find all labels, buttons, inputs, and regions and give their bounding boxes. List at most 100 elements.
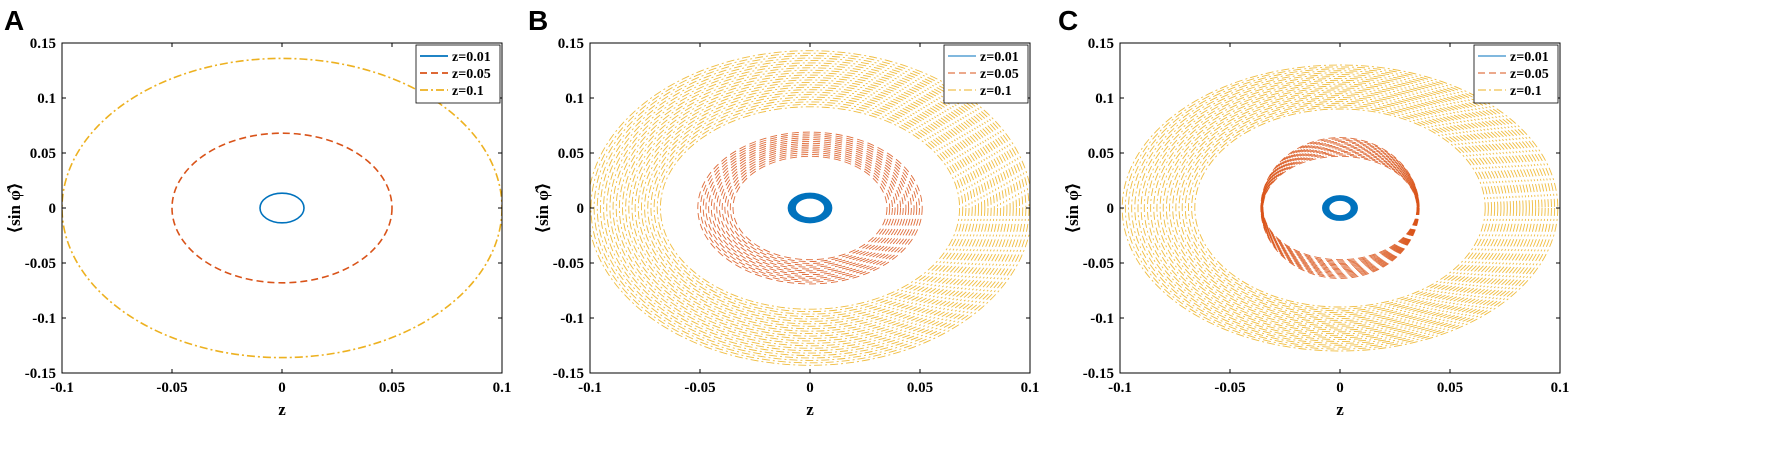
panel-letter: C	[1058, 5, 1078, 36]
y-tick-label: -0.15	[1083, 366, 1114, 382]
panel-a: A-0.1 -0.05 0 0.05 0.10.150.10.050-0.05-0.1-…	[4, 5, 511, 419]
series-line	[1147, 79, 1533, 337]
legend: z=0.01 z=0.05 z=0.1	[943, 44, 1029, 104]
y-tick-label: -0.05	[25, 256, 56, 272]
series-line	[625, 79, 995, 337]
series-line	[697, 131, 923, 285]
series-z=0.01	[259, 192, 305, 224]
x-tick-label: 0.1	[1021, 380, 1040, 396]
legend-label: z=0.05	[1510, 67, 1549, 82]
series-line	[708, 139, 912, 277]
series-line	[609, 67, 1011, 349]
series-z=0.05	[171, 132, 393, 284]
series-line	[1153, 83, 1527, 333]
legend-box	[1473, 44, 1559, 104]
x-tick-label: -0.05	[684, 380, 715, 396]
legend-label: z=0.1	[980, 84, 1012, 99]
series-z=0.1	[1121, 64, 1559, 352]
series-line	[1172, 95, 1508, 321]
series-z=0.05	[1260, 137, 1420, 279]
series-line	[1191, 106, 1489, 310]
panel-c: C-0.1 -0.05 0 0.05 0.10.150.10.050-0.05-0.1-…	[1058, 5, 1569, 419]
x-tick-label: 0.05	[907, 380, 933, 396]
series-line	[794, 197, 826, 219]
y-tick-label: -0.15	[25, 366, 56, 382]
series-line	[1175, 97, 1505, 319]
y-tick-label: 0.15	[558, 36, 584, 52]
x-tick-label: 0.1	[493, 380, 512, 396]
series-line	[1262, 155, 1418, 261]
y-tick-label: -0.1	[560, 311, 584, 327]
y-tick-label: -0.05	[1083, 256, 1114, 272]
series-line	[1184, 102, 1496, 314]
series-line	[622, 77, 998, 339]
series-line	[1128, 68, 1552, 348]
series-line	[1156, 85, 1524, 331]
series-line	[713, 142, 907, 274]
curves	[1121, 64, 1559, 352]
x-tick-label: -0.05	[156, 380, 187, 396]
series-line	[721, 148, 899, 268]
legend: z=0.01 z=0.05 z=0.1	[415, 44, 501, 104]
series-line	[1137, 74, 1543, 342]
y-tick-label: -0.1	[32, 311, 56, 327]
series-z=0.05	[697, 131, 923, 285]
series-line	[792, 195, 828, 221]
series-line	[1181, 100, 1499, 316]
y-tick-label: 0.05	[558, 146, 584, 162]
series-line	[1150, 81, 1530, 335]
x-tick-label: -0.1	[578, 380, 602, 396]
series-line	[647, 96, 973, 320]
panel-b: B-0.1 -0.05 0 0.05 0.10.150.10.050-0.05-0.1-…	[528, 5, 1039, 419]
y-axis-label: ⟨sin φ̂⟩	[533, 182, 552, 233]
series-line	[716, 144, 904, 272]
series-line	[1162, 89, 1518, 327]
y-tick-label: 0.1	[37, 91, 56, 107]
series-line	[599, 60, 1021, 356]
x-tick-label: 0.05	[1437, 380, 1463, 396]
series-line	[1169, 93, 1511, 323]
series-line	[171, 132, 393, 284]
x-tick-label: 0.05	[379, 380, 405, 396]
x-axis-label: z	[806, 400, 814, 419]
y-tick-label: 0.1	[1095, 91, 1114, 107]
series-z=0.01	[1322, 195, 1358, 221]
panel-letter: A	[4, 5, 24, 36]
y-tick-label: 0.1	[565, 91, 584, 107]
y-axis-label: ⟨sin φ̂⟩	[1063, 182, 1082, 233]
series-line	[631, 84, 989, 332]
series-line	[1140, 76, 1540, 340]
legend-label: z=0.05	[980, 67, 1019, 82]
curves	[62, 57, 502, 359]
series-line	[787, 192, 833, 224]
series-line	[603, 62, 1017, 354]
legend-label: z=0.01	[980, 50, 1019, 65]
series-line	[700, 133, 920, 283]
curves	[590, 50, 1030, 366]
y-tick-label: -0.15	[553, 366, 584, 382]
series-line	[637, 89, 983, 327]
series-line	[650, 99, 970, 317]
series-line	[1194, 108, 1486, 308]
series-line	[1131, 70, 1549, 346]
series-line	[789, 193, 831, 223]
series-line	[705, 137, 915, 279]
series-line	[1165, 91, 1515, 325]
series-line	[612, 69, 1008, 347]
legend-label: z=0.1	[452, 84, 484, 99]
legend: z=0.01 z=0.05 z=0.1	[1473, 44, 1559, 104]
y-tick-label: 0	[49, 201, 57, 217]
x-axis-label: z	[1336, 400, 1344, 419]
legend-label: z=0.1	[1510, 84, 1542, 99]
series-line	[1188, 104, 1492, 312]
y-tick-label: 0.15	[30, 36, 56, 52]
x-tick-label: 0.1	[1551, 380, 1570, 396]
series-line	[1159, 87, 1521, 329]
legend-box	[415, 44, 501, 104]
series-line	[719, 146, 901, 270]
series-line	[1134, 72, 1546, 344]
series-line	[606, 64, 1014, 352]
x-tick-label: -0.1	[1108, 380, 1132, 396]
series-line	[593, 55, 1027, 361]
y-tick-label: 0	[577, 201, 585, 217]
